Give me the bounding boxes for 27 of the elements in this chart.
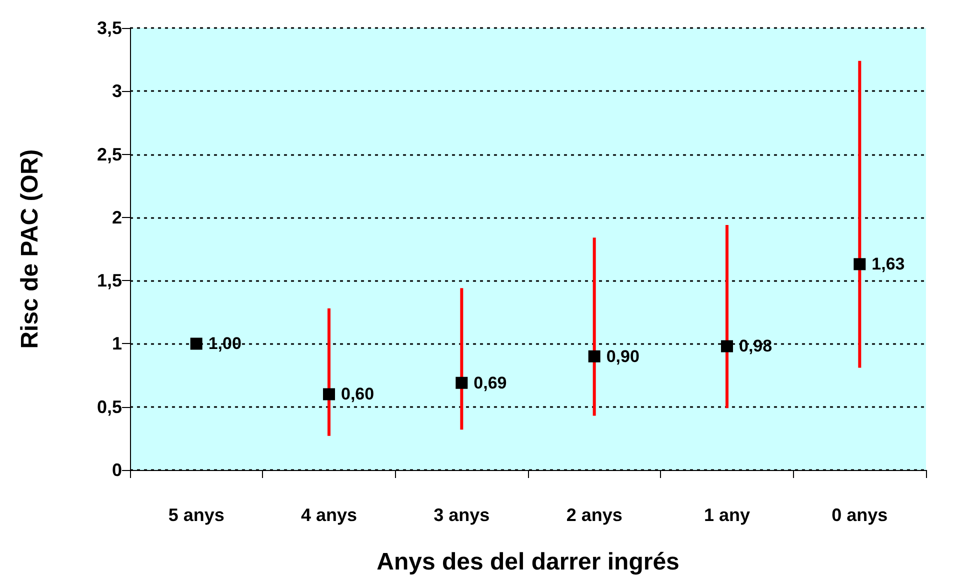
point	[323, 388, 335, 400]
point	[854, 258, 866, 270]
y-tick-label: 3,5	[96, 18, 122, 38]
x-tick-label: 3 anys	[434, 505, 490, 525]
y-tick-label: 0	[112, 460, 122, 480]
y-tick-label: 3	[112, 81, 122, 102]
point	[588, 350, 600, 362]
data-label: 0,69	[474, 373, 507, 392]
data-label: 1,63	[872, 254, 905, 274]
y-tick-label: 1	[112, 334, 122, 354]
x-tick-label: 1 any	[704, 505, 750, 525]
y-tick-label: 2	[112, 207, 122, 228]
x-tick-label: 4 anys	[300, 505, 358, 525]
point	[190, 338, 202, 350]
x-tick-label: 2 anys	[566, 505, 622, 525]
point	[721, 340, 733, 352]
y-tick-label: 2,5	[96, 144, 122, 164]
y-tick-label: 0,5	[96, 396, 122, 417]
x-tick-label: 5 anys	[168, 505, 224, 525]
x-axis-title: Anys des del darrer ingrés	[376, 548, 680, 576]
data-label: 0,90	[606, 346, 640, 366]
data-label: 1,00	[208, 334, 242, 354]
x-tick-label: 0 anys	[832, 505, 888, 525]
y-axis-title: Risc de PAC (OR)	[16, 149, 44, 349]
data-label: 0,60	[341, 384, 374, 404]
y-tick-label: 1,5	[96, 270, 122, 291]
point	[456, 376, 468, 389]
